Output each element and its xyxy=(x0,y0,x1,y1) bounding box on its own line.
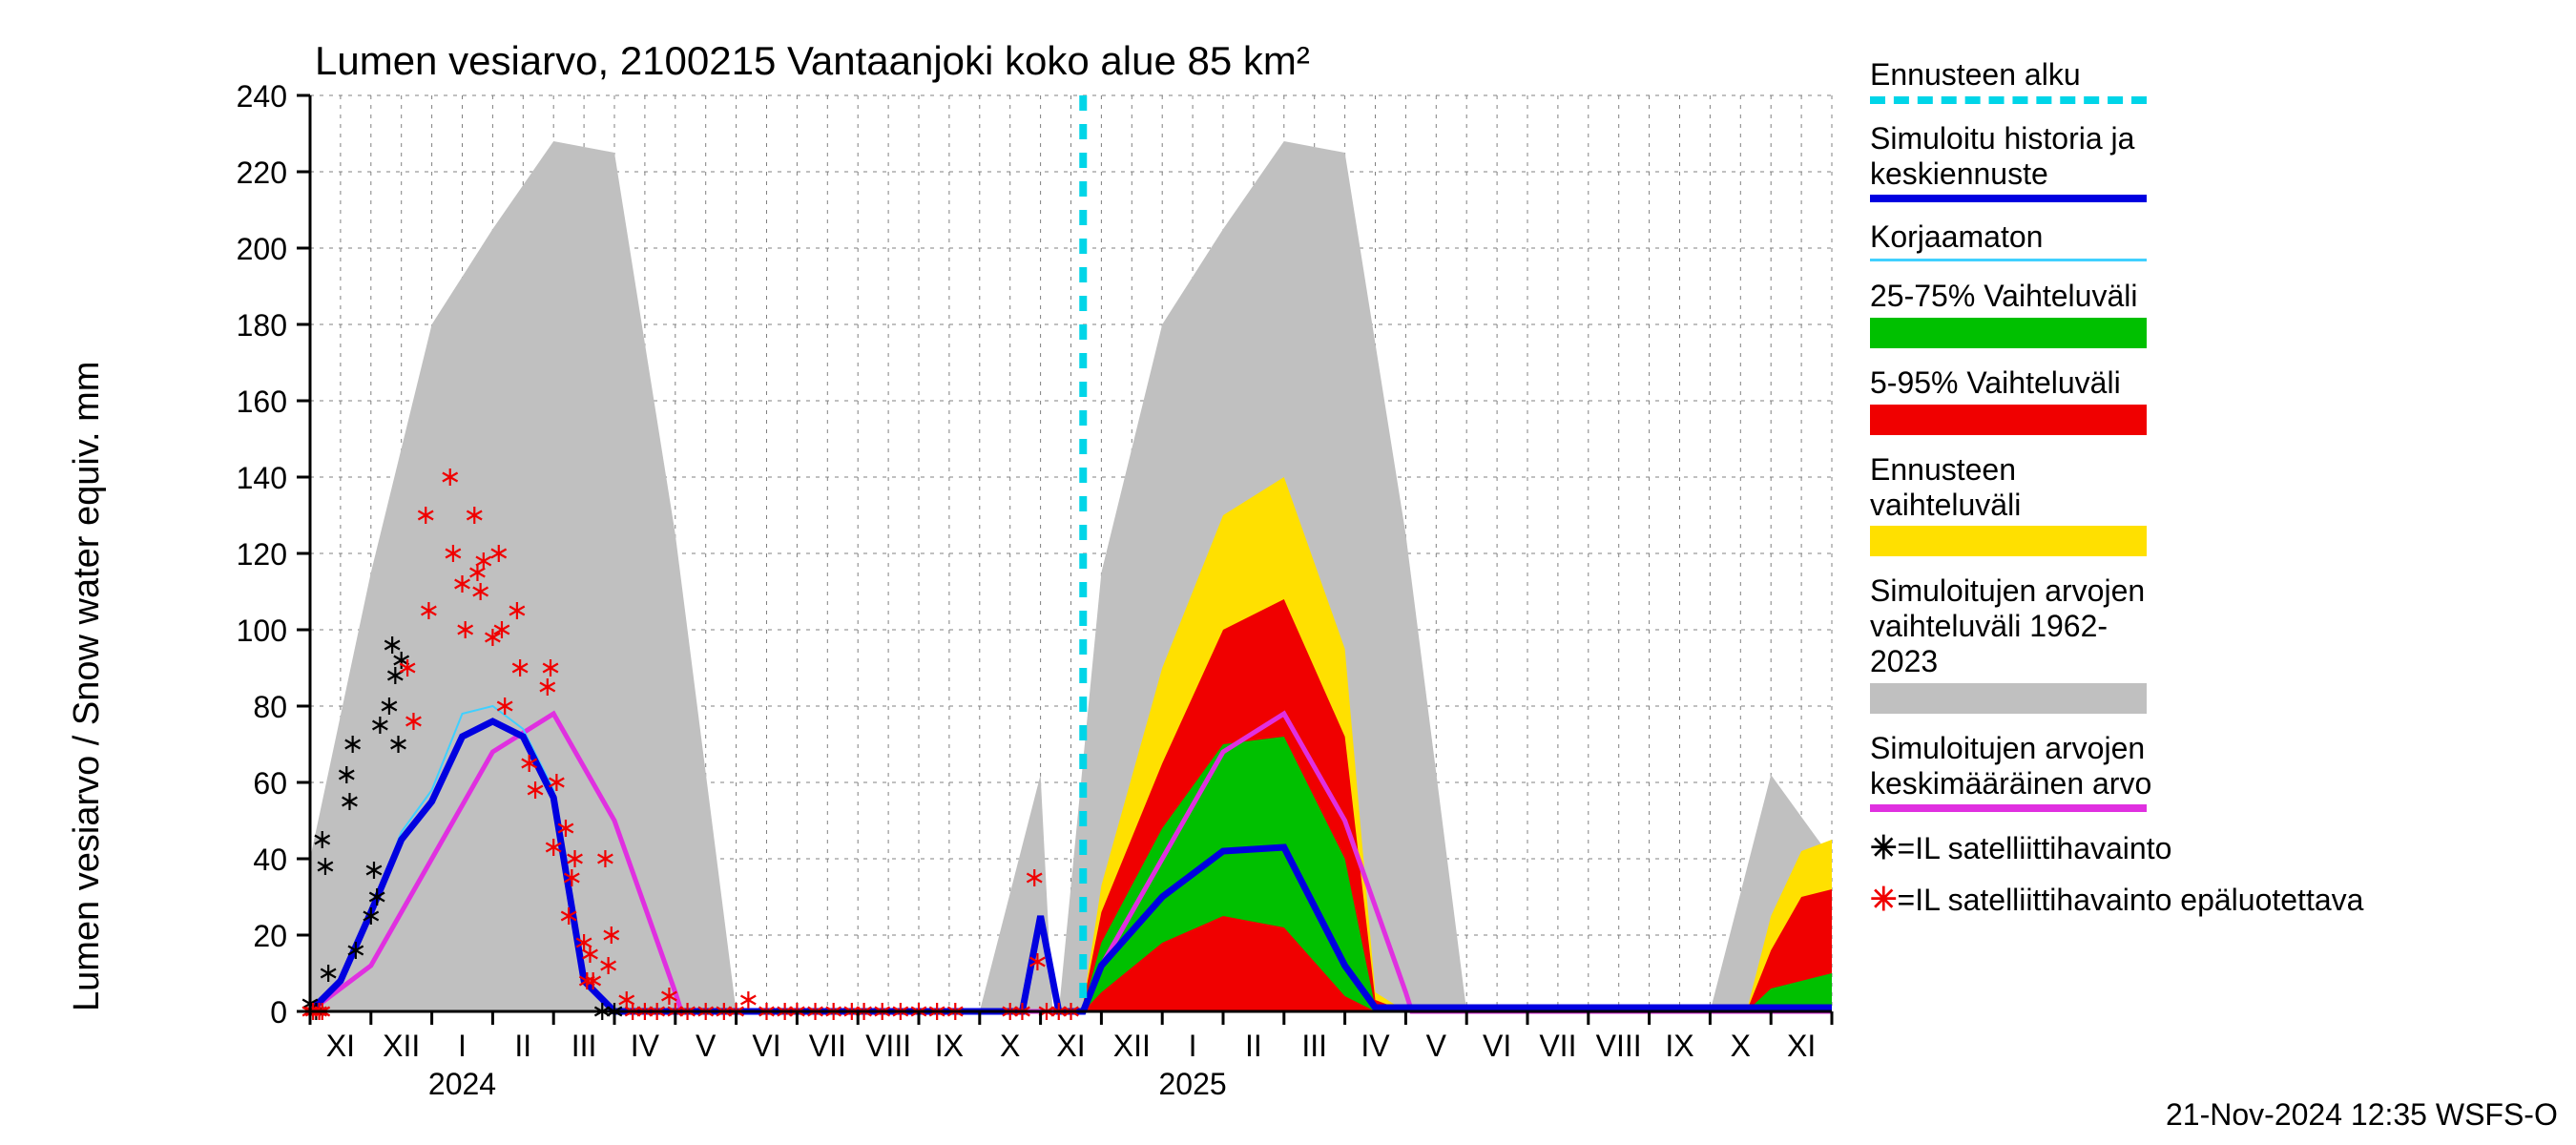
legend-item-band-25-75: 25-75% Vaihteluväli xyxy=(1870,279,2166,348)
x-month-label: III xyxy=(1301,1029,1327,1064)
chart-legend: Ennusteen alku Simuloitu historia ja kesk… xyxy=(1870,57,2166,932)
legend-swatch xyxy=(1870,405,2147,435)
x-month-label: IV xyxy=(631,1029,659,1064)
legend-swatch xyxy=(1870,683,2147,714)
legend-label: Simuloitujen arvojen keskimääräinen arvo xyxy=(1870,731,2166,802)
legend-swatch xyxy=(1870,318,2147,348)
legend-swatch xyxy=(1870,259,2147,261)
x-month-label: II xyxy=(514,1029,531,1064)
legend-item-clim-range: Simuloitujen arvojen vaihteluväli 1962-2… xyxy=(1870,573,2166,713)
y-tick-label: 140 xyxy=(237,461,287,495)
legend-label: Korjaamaton xyxy=(1870,219,2166,255)
legend-item-forecast-start: Ennusteen alku xyxy=(1870,57,2166,104)
legend-item-band-full: Ennusteen vaihteluväli xyxy=(1870,452,2166,557)
x-month-label: VIII xyxy=(865,1029,911,1064)
x-year-label: 2024 xyxy=(428,1067,496,1102)
x-month-label: III xyxy=(571,1029,597,1064)
x-month-label: XI xyxy=(1056,1029,1085,1064)
x-month-label: XII xyxy=(383,1029,420,1064)
x-month-label: II xyxy=(1245,1029,1262,1064)
legend-label: 25-75% Vaihteluväli xyxy=(1870,279,2166,314)
x-month-label: X xyxy=(1731,1029,1751,1064)
x-month-label: VI xyxy=(1483,1029,1511,1064)
legend-item-band-5-95: 5-95% Vaihteluväli xyxy=(1870,365,2166,435)
legend-label: Ennusteen vaihteluväli xyxy=(1870,452,2166,523)
x-month-label: V xyxy=(696,1029,716,1064)
legend-label: 5-95% Vaihteluväli xyxy=(1870,365,2166,401)
x-month-label: XI xyxy=(1787,1029,1816,1064)
chart-plot: 0 20 40 60 80 100 120 140 160 180 200 220 240 xyxy=(0,0,2576,1145)
x-month-label: IX xyxy=(935,1029,964,1064)
obs-bad-icon: ✳ xyxy=(1870,882,1898,918)
y-tick-label: 160 xyxy=(237,385,287,419)
legend-swatch xyxy=(1870,526,2147,556)
legend-item-obs-bad: ✳=IL satelliittihavainto epäluotettava xyxy=(1870,881,2166,919)
legend-label: =IL satelliittihavainto epäluotettava xyxy=(1898,883,2364,917)
y-tick-label: 0 xyxy=(270,995,287,1030)
legend-item-uncorrected: Korjaamaton xyxy=(1870,219,2166,261)
x-month-label: VII xyxy=(1539,1029,1576,1064)
y-tick-label: 120 xyxy=(237,537,287,572)
timestamp-label: 21-Nov-2024 12:35 WSFS-O xyxy=(2166,1097,2558,1133)
x-month-label: VIII xyxy=(1596,1029,1642,1064)
x-year-label: 2025 xyxy=(1159,1067,1227,1102)
x-month-label: I xyxy=(458,1029,467,1064)
legend-swatch xyxy=(1870,804,2147,812)
chart-root: Lumen vesiarvo, 2100215 Vantaanjoki koko… xyxy=(0,0,2576,1145)
y-tick-label: 100 xyxy=(237,614,287,648)
legend-label: Simuloitujen arvojen vaihteluväli 1962-2… xyxy=(1870,573,2166,678)
x-month-label: I xyxy=(1189,1029,1197,1064)
y-tick-label: 220 xyxy=(237,156,287,190)
y-tick-label: 40 xyxy=(253,843,287,877)
legend-label: Ennusteen alku xyxy=(1870,57,2166,93)
x-month-label: VI xyxy=(752,1029,780,1064)
x-month-label: XI xyxy=(326,1029,355,1064)
y-tick-label: 20 xyxy=(253,919,287,953)
legend-item-clim-mean: Simuloitujen arvojen keskimääräinen arvo xyxy=(1870,731,2166,813)
x-month-label: IX xyxy=(1665,1029,1693,1064)
y-tick-label: 80 xyxy=(253,690,287,724)
legend-label: Simuloitu historia ja keskiennuste xyxy=(1870,121,2166,192)
x-month-label: V xyxy=(1426,1029,1446,1064)
legend-swatch xyxy=(1870,195,2147,202)
y-tick-label: 180 xyxy=(237,308,287,343)
legend-swatch xyxy=(1870,96,2147,104)
x-month-label: IV xyxy=(1361,1029,1389,1064)
obs-good-icon: ✳ xyxy=(1870,830,1898,866)
y-tick-label: 240 xyxy=(237,79,287,114)
legend-item-obs-good: ✳=IL satelliittihavainto xyxy=(1870,829,2166,867)
legend-label: =IL satelliittihavainto xyxy=(1898,831,2172,865)
y-tick-label: 200 xyxy=(237,232,287,266)
x-month-label: XII xyxy=(1113,1029,1151,1064)
x-month-label: X xyxy=(1000,1029,1020,1064)
legend-item-sim-history: Simuloitu historia ja keskiennuste xyxy=(1870,121,2166,203)
y-tick-label: 60 xyxy=(253,766,287,801)
x-month-label: VII xyxy=(809,1029,846,1064)
